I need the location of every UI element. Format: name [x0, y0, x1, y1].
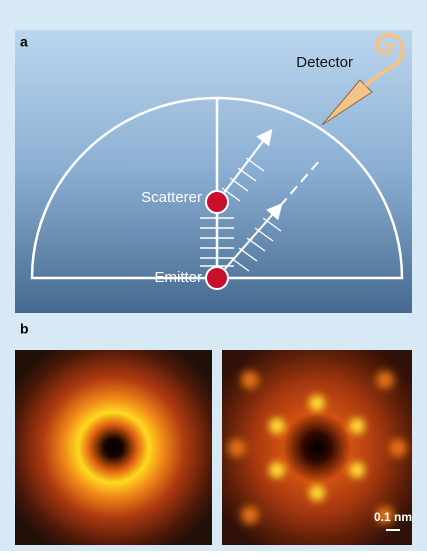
- scale-bar-label: 0.1 nm: [374, 510, 412, 524]
- detector-label: Detector: [296, 54, 353, 71]
- panel-label: a: [20, 34, 28, 50]
- hologram-left: [15, 350, 212, 545]
- scatterer-atom: [206, 191, 228, 213]
- panel-label: b: [20, 321, 29, 337]
- emitter-atom: [206, 267, 228, 289]
- figure: a Scatterer Emitter Detector b: [0, 0, 427, 551]
- emitter-label: Emitter: [154, 269, 202, 286]
- scatterer-label: Scatterer: [141, 189, 202, 206]
